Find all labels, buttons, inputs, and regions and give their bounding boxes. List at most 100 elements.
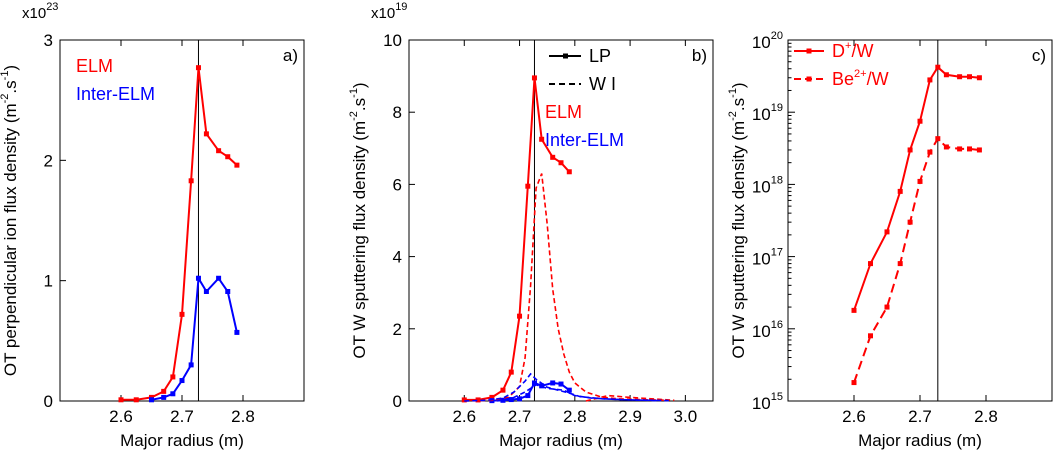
data-point [225, 154, 231, 160]
data-point [927, 77, 933, 83]
data-point [558, 160, 564, 166]
data-point [133, 397, 139, 403]
data-point [500, 387, 506, 393]
data-point [967, 146, 972, 152]
series-line [497, 383, 658, 402]
legend-entry: ELM [545, 102, 582, 122]
data-point [566, 387, 572, 393]
data-point [907, 219, 913, 225]
data-point [976, 147, 982, 153]
data-point [489, 394, 495, 400]
series-line [121, 67, 238, 401]
x-axis-label: Major radius (m) [120, 431, 244, 450]
data-point [550, 154, 556, 160]
panel-label: a) [283, 46, 298, 65]
data-point [539, 136, 545, 142]
series-line [464, 77, 571, 401]
y-tick-label: 0 [44, 392, 53, 411]
panel-1: 2.6 2.7 2.8 0 1 2 3 x1023 Major radius (m) OT per… [0, 1, 305, 450]
data-point [216, 275, 222, 281]
series-line [464, 372, 669, 402]
data-point [475, 397, 481, 403]
data-point [118, 397, 124, 403]
y-tick-label: 3 [44, 31, 53, 50]
x-tick-label: 2.6 [842, 407, 866, 426]
data-point [195, 275, 201, 281]
y-tick-label: 10 [383, 31, 402, 50]
legend-marker [806, 76, 812, 82]
x-tick-label: 2.9 [618, 407, 642, 426]
data-point [525, 393, 531, 399]
x-tick-label: 2.7 [508, 407, 532, 426]
x-tick-label: 2.7 [908, 407, 932, 426]
data-point [917, 178, 923, 184]
legend-entry: Inter-ELM [545, 130, 624, 150]
data-point [517, 313, 523, 319]
x-tick-label: 2.6 [109, 407, 133, 426]
data-point [935, 64, 941, 70]
data-point [884, 229, 890, 235]
legend-entry: D+/W [832, 40, 873, 61]
x-axis-label: Major radius (m) [858, 431, 982, 450]
y-axis-label: OT perpendicular ion flux density (m-2.s… [0, 65, 20, 376]
data-point [897, 188, 903, 194]
y-tick-label: 2 [44, 151, 53, 170]
data-point [943, 72, 949, 78]
data-point [525, 183, 531, 189]
data-point [917, 118, 923, 124]
data-point [957, 146, 963, 152]
y-multiplier: x1019 [371, 1, 407, 22]
y-axis-label: OT W sputtering flux density (m-2.s-1) [348, 82, 369, 358]
panel-3: 2.6 2.7 2.8 1015 1016 1017 1018 1019 1020 Major r… [727, 30, 1053, 450]
data-point [195, 65, 201, 71]
data-point [907, 147, 913, 153]
data-point [461, 397, 467, 403]
data-point [550, 380, 556, 386]
legend-entry: Be2+/W [832, 68, 889, 89]
data-point [851, 380, 857, 386]
series-line [464, 173, 669, 402]
plot-frame [787, 39, 1053, 402]
y-tick-label: 2 [393, 320, 402, 339]
series-line [853, 65, 980, 311]
data-point [558, 381, 564, 387]
x-axis-label: Major radius (m) [499, 431, 623, 450]
data-point [188, 178, 194, 184]
series-line [491, 381, 570, 402]
data-point [531, 75, 537, 81]
legend-entry: Inter-ELM [76, 84, 155, 104]
data-point [851, 307, 857, 313]
legend-entry: W I [589, 74, 616, 94]
data-point [203, 288, 209, 294]
data-point [897, 261, 903, 267]
data-point [531, 380, 537, 386]
y-tick-label: 1017 [752, 247, 783, 269]
y-tick-label: 1020 [752, 30, 783, 52]
y-multiplier: x1023 [22, 1, 58, 22]
x-tick-label: 2.8 [974, 407, 998, 426]
data-point [517, 396, 523, 402]
data-point [935, 136, 941, 142]
y-axis-label: OT W sputtering flux density (m-2.s-1) [727, 82, 748, 358]
data-point [161, 394, 167, 400]
data-point [170, 374, 176, 380]
y-tick-label: 4 [393, 248, 402, 267]
legend-marker [806, 48, 812, 54]
panel-2: 2.6 2.7 2.8 2.9 3.0 0 2 4 6 8 10 x1019 Major radius … [348, 1, 714, 450]
data-point [508, 397, 514, 403]
x-tick-label: 3.0 [674, 407, 698, 426]
data-point [225, 288, 231, 294]
x-tick-label: 2.8 [563, 407, 587, 426]
data-point [188, 362, 194, 368]
y-tick-label: 8 [393, 103, 402, 122]
legend-entry: LP [589, 46, 611, 66]
data-point [927, 149, 933, 155]
data-point [943, 144, 949, 150]
data-point [170, 391, 176, 397]
x-tick-label: 2.7 [170, 407, 194, 426]
x-tick-label: 2.6 [452, 407, 476, 426]
data-point [203, 131, 209, 137]
data-point [234, 329, 240, 335]
data-point [884, 304, 890, 310]
